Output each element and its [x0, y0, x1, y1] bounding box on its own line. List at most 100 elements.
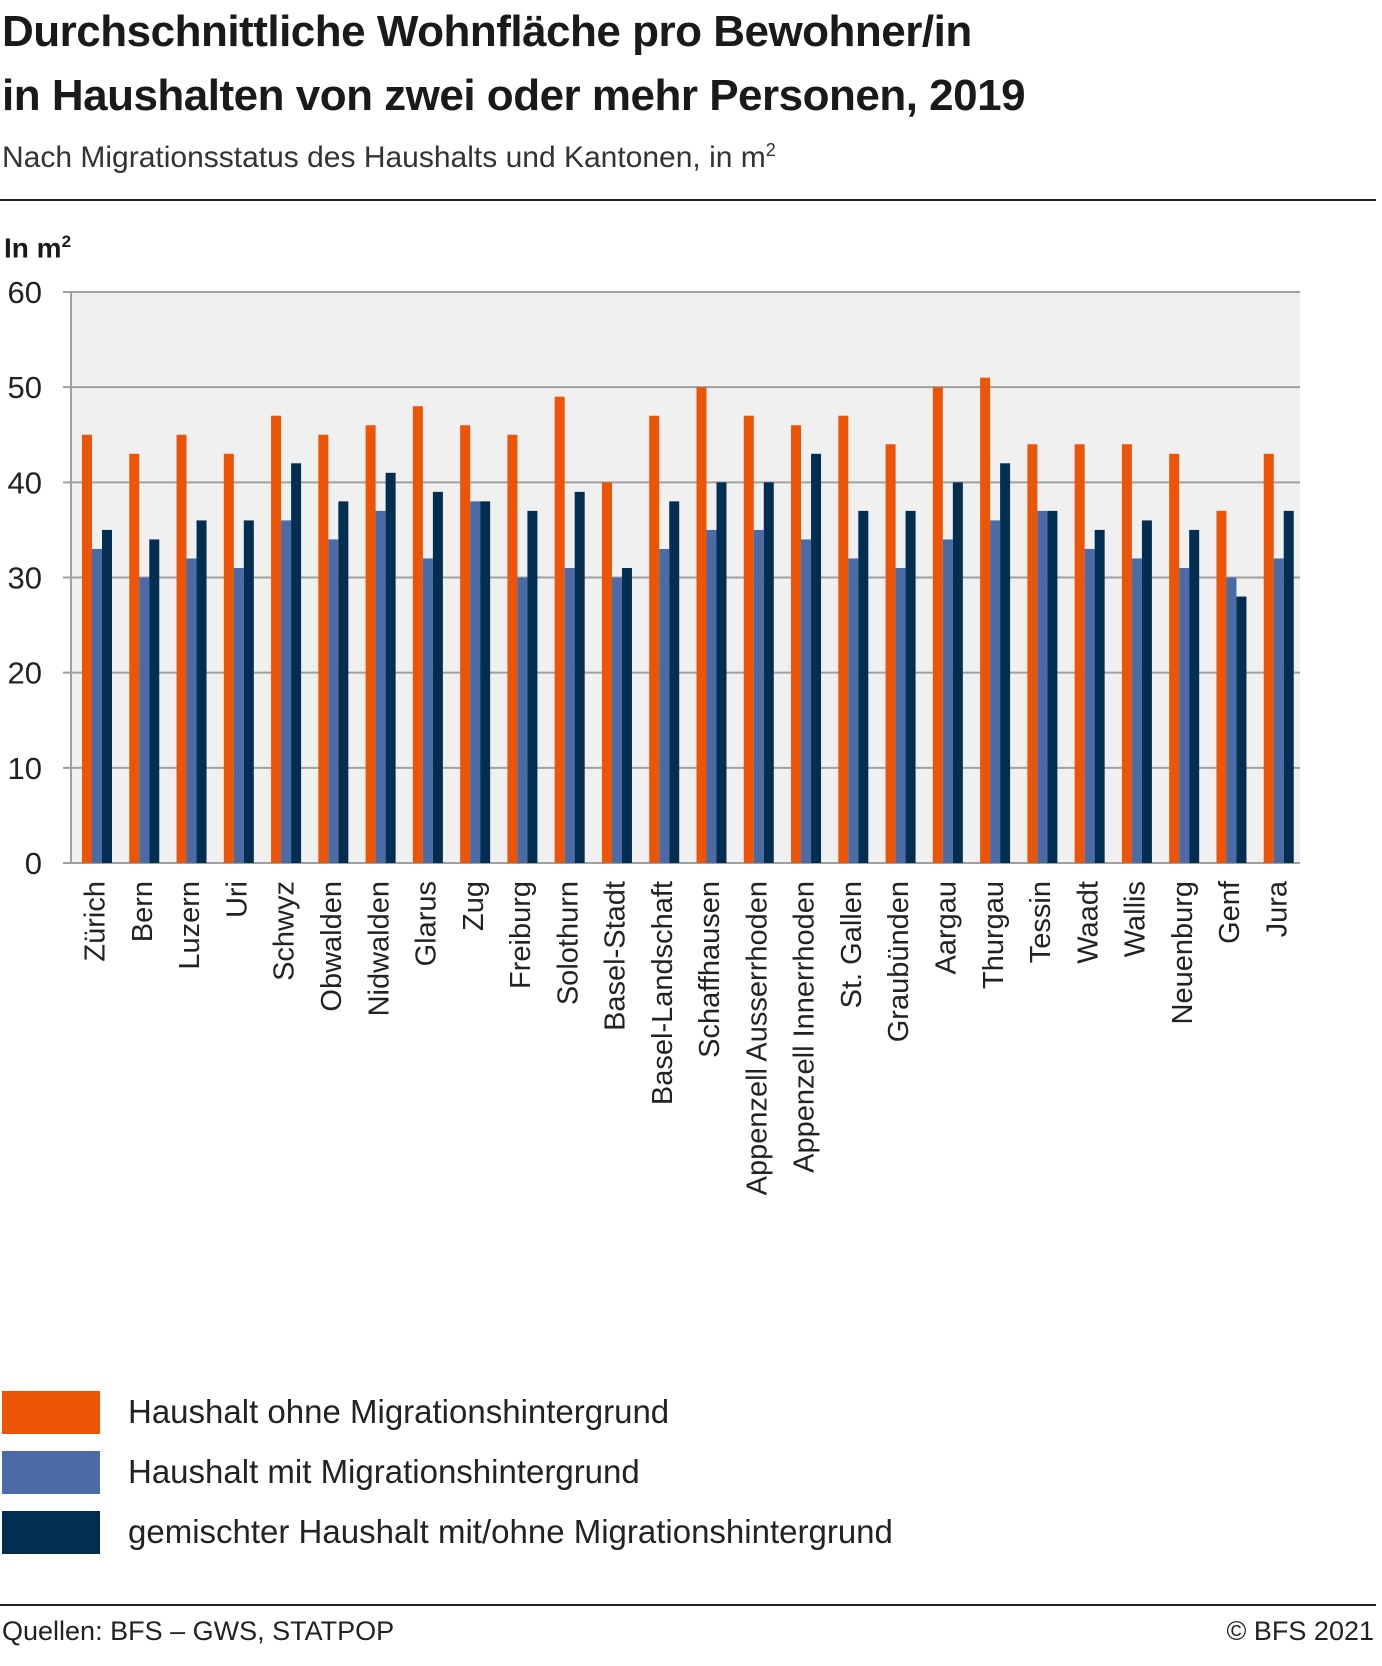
x-tick-label: Obwalden: [316, 881, 348, 1012]
y-axis-unit-label: In m2: [4, 232, 71, 264]
bar-mit-14: [753, 529, 764, 863]
bar-gemischt-1: [149, 539, 160, 863]
x-tick-label: Luzern: [174, 881, 206, 970]
bar-ohne-18: [932, 387, 943, 863]
x-tick-label: Aargau: [930, 881, 962, 975]
bar-mit-10: [564, 567, 575, 863]
x-tick-label: Nidwalden: [363, 881, 395, 1016]
bar-gemischt-10: [574, 491, 585, 863]
y-tick-label-20: 20: [8, 656, 42, 691]
bar-ohne-17: [885, 444, 896, 863]
bar-gemischt-18: [952, 482, 963, 863]
top-divider: [0, 199, 1376, 201]
bar-gemischt-15: [811, 453, 822, 863]
legend-label-ohne: Haushalt ohne Migrationshintergrund: [128, 1393, 670, 1430]
bar-mit-9: [517, 577, 528, 863]
bar-ohne-8: [460, 425, 471, 863]
bar-ohne-0: [82, 434, 92, 863]
x-tick-label: Tessin: [1025, 881, 1057, 963]
bar-mit-2: [186, 558, 197, 863]
bar-mit-17: [895, 567, 906, 863]
bar-mit-12: [659, 548, 670, 863]
subtitle-text: Nach Migrationsstatus des Haushalts und …: [2, 141, 766, 174]
bar-ohne-3: [223, 453, 234, 863]
x-tick-label: Appenzell Ausserrhoden: [741, 881, 773, 1195]
x-tick-label: Schaffhausen: [694, 881, 726, 1058]
bar-gemischt-21: [1094, 529, 1105, 863]
bar-mit-15: [801, 539, 812, 863]
x-tick-label: Basel-Landschaft: [647, 881, 679, 1105]
bar-gemischt-14: [763, 482, 774, 863]
bar-ohne-12: [649, 415, 660, 863]
bar-mit-20: [1037, 510, 1048, 863]
bar-gemischt-13: [716, 482, 727, 863]
chart-subtitle: Nach Migrationsstatus des Haushalts und …: [2, 140, 776, 175]
chart-title: Durchschnittliche Wohnfläche pro Bewohne…: [2, 0, 1026, 128]
bar-gemischt-23: [1189, 529, 1200, 863]
x-tick-label: Waadt: [1072, 881, 1104, 964]
unit-superscript: 2: [61, 232, 72, 251]
x-tick-label: St. Gallen: [836, 881, 868, 1008]
bar-gemischt-5: [338, 501, 349, 863]
x-tick-label: Neuenburg: [1167, 881, 1199, 1025]
x-tick-label: Bern: [127, 881, 159, 942]
bar-ohne-13: [696, 387, 707, 863]
bar-gemischt-8: [480, 501, 491, 863]
legend-label-gemischt: gemischter Haushalt mit/ohne Migrationsh…: [128, 1513, 893, 1550]
bar-ohne-21: [1074, 444, 1085, 863]
bar-gemischt-19: [1000, 463, 1011, 863]
bar-gemischt-20: [1047, 510, 1058, 863]
bar-gemischt-17: [905, 510, 916, 863]
bar-ohne-24: [1216, 510, 1227, 863]
bar-mit-24: [1226, 577, 1237, 863]
x-tick-label: Solothurn: [552, 881, 584, 1005]
bar-gemischt-22: [1141, 520, 1152, 863]
x-tick-label: Schwyz: [269, 881, 301, 981]
y-tick-label-50: 50: [8, 370, 42, 405]
bar-ohne-16: [838, 415, 849, 863]
bar-mit-23: [1179, 567, 1190, 863]
bar-mit-0: [92, 548, 102, 863]
bar-ohne-5: [318, 434, 329, 863]
x-tick-label: Genf: [1214, 880, 1246, 944]
unit-text: In m: [4, 232, 62, 264]
x-tick-label: Appenzell Innerrhoden: [789, 881, 821, 1173]
bar-ohne-6: [365, 425, 376, 863]
y-tick-label-30: 30: [8, 561, 42, 596]
bar-ohne-25: [1263, 453, 1274, 863]
bar-mit-25: [1273, 558, 1284, 863]
bar-ohne-14: [743, 415, 754, 863]
bar-mit-5: [328, 539, 339, 863]
x-tick-label: Thurgau: [978, 881, 1010, 989]
bar-ohne-9: [507, 434, 518, 863]
bar-mit-21: [1084, 548, 1095, 863]
legend-item-ohne: Haushalt ohne Migrationshintergrund: [2, 1382, 893, 1442]
bar-ohne-10: [554, 396, 565, 863]
bar-mit-11: [611, 577, 622, 863]
legend-swatch-mit: [2, 1450, 100, 1494]
bar-ohne-7: [412, 406, 423, 863]
bar-gemischt-0: [102, 529, 112, 863]
x-tick-label: Jura: [1261, 880, 1293, 937]
title-line-1: Durchschnittliche Wohnfläche pro Bewohne…: [2, 7, 972, 56]
bar-gemischt-9: [527, 510, 538, 863]
copyright-note: © BFS 2021: [1226, 1616, 1374, 1646]
x-tick-label: Graubünden: [883, 881, 915, 1042]
bar-ohne-4: [271, 415, 282, 863]
bar-mit-22: [1131, 558, 1142, 863]
bar-mit-1: [139, 577, 150, 863]
bar-gemischt-2: [196, 520, 207, 863]
x-tick-label: Freiburg: [505, 881, 537, 989]
title-line-2: in Haushalten von zwei oder mehr Persone…: [2, 71, 1026, 120]
y-tick-label-0: 0: [25, 846, 42, 881]
bar-mit-8: [470, 501, 481, 863]
bar-ohne-22: [1121, 444, 1132, 863]
bar-gemischt-7: [432, 491, 443, 863]
bar-ohne-19: [980, 377, 991, 863]
bar-gemischt-3: [243, 520, 254, 863]
bar-ohne-23: [1169, 453, 1180, 863]
bar-ohne-20: [1027, 444, 1038, 863]
bar-chart: 0 10 20 30 40 50 60 Zürich Bern Luzern Uri Schwyz Ob…: [8, 275, 1300, 1195]
y-tick-label-40: 40: [8, 465, 42, 500]
legend-swatch-ohne: [2, 1390, 100, 1434]
